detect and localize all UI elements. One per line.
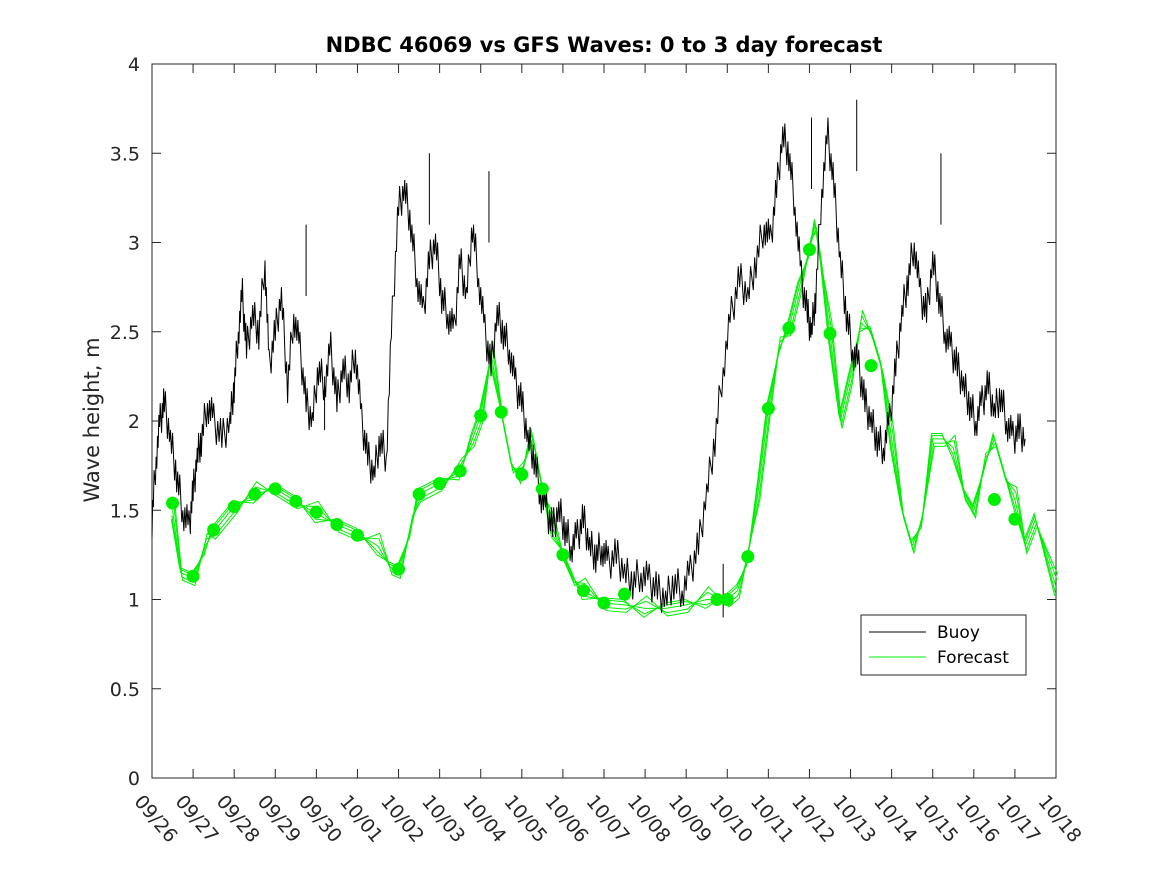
x-tick-label: 10/16 xyxy=(951,791,1003,847)
forecast-marker xyxy=(268,482,282,496)
forecast-markers xyxy=(166,243,1022,610)
x-tick-label: 10/18 xyxy=(1034,791,1086,847)
forecast-line xyxy=(170,219,1056,618)
forecast-marker xyxy=(987,493,1001,507)
plot-area xyxy=(151,63,1059,779)
x-tick-label: 10/01 xyxy=(335,791,387,847)
forecast-marker xyxy=(1008,512,1022,526)
forecast-marker xyxy=(453,464,467,478)
y-tick-label: 1.5 xyxy=(110,500,140,522)
forecast-marker xyxy=(864,359,878,373)
forecast-marker xyxy=(412,487,426,501)
forecast-marker xyxy=(618,587,632,601)
y-axis: 0 0.5 1 1.5 2 2.5 3 3.5 4 xyxy=(110,54,1056,790)
forecast-marker xyxy=(823,327,837,341)
chart-title: NDBC 46069 vs GFS Waves: 0 to 3 day fore… xyxy=(326,33,883,57)
forecast-marker xyxy=(741,550,755,564)
x-tick-label: 10/11 xyxy=(746,791,798,847)
x-tick-label: 10/08 xyxy=(623,791,675,847)
forecast-marker xyxy=(289,494,303,508)
x-tick-label: 09/26 xyxy=(130,791,182,847)
forecast-marker xyxy=(802,243,816,257)
y-tick-label: 3.5 xyxy=(110,143,140,165)
x-tick-label: 10/10 xyxy=(705,791,757,847)
x-tick-label: 10/03 xyxy=(417,791,469,847)
forecast-marker xyxy=(782,321,796,335)
y-axis-label: Wave height, m xyxy=(80,337,104,502)
y-tick-label: 2 xyxy=(128,411,140,433)
forecast-series xyxy=(170,219,1059,618)
x-tick-label: 10/14 xyxy=(869,791,921,847)
x-tick-label: 10/15 xyxy=(910,791,962,847)
x-tick-label: 09/29 xyxy=(253,791,305,847)
buoy-series xyxy=(151,99,1026,618)
forecast-marker xyxy=(761,402,775,416)
forecast-marker xyxy=(576,584,590,598)
legend-buoy-label: Buoy xyxy=(937,623,980,643)
x-tick-label: 10/09 xyxy=(664,791,716,847)
legend-forecast-label: Forecast xyxy=(937,648,1009,668)
x-tick-label: 10/06 xyxy=(540,791,592,847)
forecast-marker xyxy=(186,569,200,583)
forecast-marker xyxy=(556,548,570,562)
forecast-marker xyxy=(597,596,611,610)
y-tick-label: 0 xyxy=(128,768,140,790)
forecast-marker xyxy=(350,528,364,542)
y-tick-label: 3 xyxy=(128,233,140,255)
forecast-marker xyxy=(710,593,724,606)
forecast-marker xyxy=(207,523,221,537)
y-tick-label: 2.5 xyxy=(110,322,140,344)
forecast-marker xyxy=(535,482,549,496)
legend: Buoy Forecast xyxy=(860,614,1027,676)
forecast-marker xyxy=(433,476,447,490)
forecast-line xyxy=(172,224,1057,609)
forecast-marker xyxy=(392,562,406,576)
y-tick-label: 1 xyxy=(128,590,140,612)
x-tick-label: 10/12 xyxy=(787,791,839,847)
x-tick-label: 10/05 xyxy=(499,791,551,847)
forecast-marker xyxy=(474,409,488,423)
buoy-line xyxy=(151,117,1026,613)
x-tick-label: 10/13 xyxy=(828,791,880,847)
x-tick-label: 09/27 xyxy=(171,791,223,847)
x-tick-label: 09/28 xyxy=(212,791,264,847)
forecast-marker xyxy=(494,405,508,419)
forecast-marker xyxy=(330,518,344,532)
y-tick-label: 4 xyxy=(128,54,140,76)
x-tick-label: 10/07 xyxy=(582,791,634,847)
x-tick-label: 10/02 xyxy=(376,791,428,847)
y-tick-label: 0.5 xyxy=(110,679,140,701)
forecast-marker xyxy=(515,468,529,482)
forecast-marker xyxy=(248,487,262,501)
legend-box xyxy=(860,614,1027,676)
forecast-line xyxy=(173,231,1059,617)
forecast-marker xyxy=(166,496,180,510)
x-tick-label: 09/30 xyxy=(294,791,346,847)
forecast-line xyxy=(173,227,1058,614)
x-tick-label: 10/04 xyxy=(458,791,510,847)
forecast-marker xyxy=(227,500,241,514)
forecast-marker xyxy=(309,505,323,519)
x-tick-label: 10/17 xyxy=(992,791,1044,847)
forecast-marker xyxy=(720,593,734,606)
